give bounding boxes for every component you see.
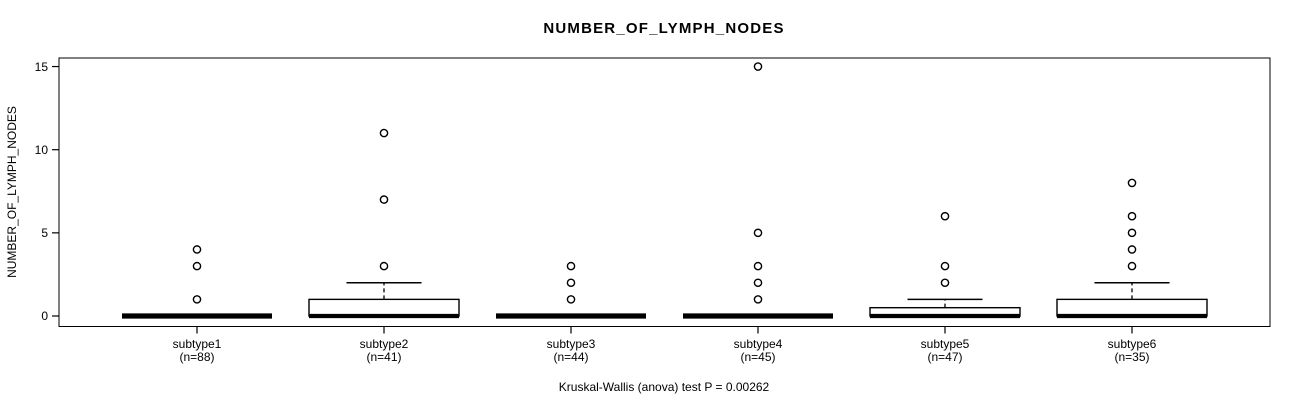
- outlier-point: [566, 278, 576, 288]
- outlier-point: [1127, 178, 1137, 188]
- y-tick-label: 15: [35, 60, 49, 74]
- x-tick-label-name: subtype1: [173, 337, 222, 351]
- outlier-point: [753, 295, 763, 304]
- outlier-point: [566, 261, 576, 271]
- y-tick-label: 10: [35, 143, 49, 157]
- outlier-point: [1127, 228, 1137, 238]
- box-subtype2: [308, 298, 460, 317]
- box-subtype6: [1056, 298, 1208, 317]
- outlier-point: [192, 245, 202, 254]
- x-tick-label-n: (n=35): [1114, 350, 1149, 364]
- x-tick-label-n: (n=47): [927, 350, 962, 364]
- x-tick-label-name: subtype3: [547, 337, 596, 351]
- outlier-point: [379, 195, 389, 204]
- outlier-point: [192, 261, 202, 271]
- outlier-point: [192, 295, 202, 304]
- plot-frame: [58, 57, 1271, 327]
- outlier-point: [940, 261, 950, 271]
- outlier-point: [379, 128, 389, 138]
- y-tick-label: 0: [41, 309, 48, 323]
- outlier-point: [753, 62, 763, 71]
- x-tick-label-n: (n=88): [179, 350, 214, 364]
- outlier-point: [753, 228, 763, 238]
- outlier-point: [1127, 211, 1137, 221]
- x-tick-label-name: subtype6: [1108, 337, 1157, 351]
- outlier-point: [566, 295, 576, 304]
- x-tick-label-name: subtype5: [921, 337, 970, 351]
- y-tick-label: 5: [41, 226, 48, 240]
- x-tick-label-n: (n=45): [740, 350, 775, 364]
- chart-title: NUMBER_OF_LYMPH_NODES: [543, 20, 784, 37]
- outlier-point: [940, 211, 950, 221]
- y-axis-label: NUMBER_OF_LYMPH_NODES: [5, 106, 19, 278]
- outlier-point: [379, 261, 389, 271]
- plot-area: 0 5 10 15 subtype1(n=88) subtype2(n=41) subtyp…: [35, 57, 1271, 364]
- outlier-point: [753, 278, 763, 288]
- outlier-point: [1127, 261, 1137, 271]
- outlier-point: [940, 278, 950, 288]
- x-tick-label-n: (n=44): [553, 350, 588, 364]
- stat-test-caption: Kruskal-Wallis (anova) test P = 0.00262: [559, 380, 770, 394]
- outlier-point: [753, 261, 763, 271]
- outlier-point: [1127, 245, 1137, 254]
- x-tick-label-name: subtype2: [360, 337, 409, 351]
- x-tick-label-name: subtype4: [734, 337, 783, 351]
- x-tick-label-n: (n=41): [366, 350, 401, 364]
